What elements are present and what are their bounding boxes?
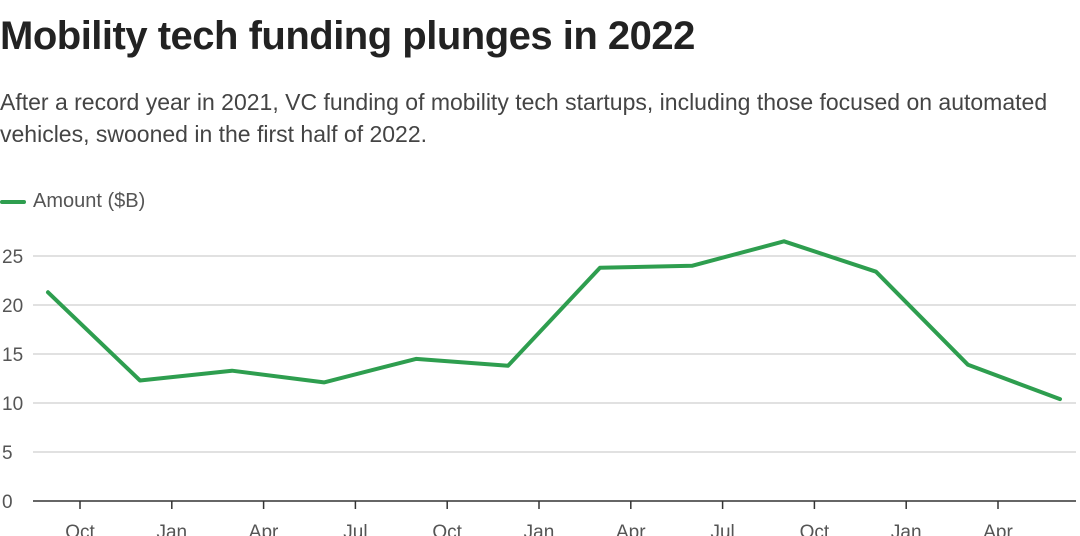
y-tick-label: 5 (2, 443, 13, 464)
y-tick-label: 15 (2, 345, 23, 366)
line-chart: 0 5 10 15 20 25 Oct Jan Apr Jul Oct Jan Apr Jul Oct Jan… (2, 239, 1076, 536)
x-tick-label: Apr (616, 522, 646, 536)
x-tick-label: Oct (65, 522, 95, 536)
x-tick-label: Oct (432, 522, 462, 536)
y-tick-label: 0 (2, 492, 13, 513)
x-tick-label: Jul (710, 522, 734, 536)
x-tick-label: Oct (800, 522, 830, 536)
legend: Amount ($B) (0, 190, 145, 213)
y-tick-label: 10 (2, 394, 23, 415)
y-tick-label: 20 (2, 296, 23, 317)
legend-swatch (0, 199, 26, 204)
x-tick-label: Jan (891, 522, 922, 536)
x-tick-label: Apr (983, 522, 1013, 536)
x-tick-label: Jul (343, 522, 367, 536)
chart-title: Mobility tech funding plunges in 2022 (0, 14, 695, 58)
chart-subtitle: After a record year in 2021, VC funding … (0, 89, 1048, 147)
legend-label: Amount ($B) (33, 190, 146, 212)
x-tick-label: Jan (524, 522, 555, 536)
x-tick-label: Jan (156, 522, 187, 536)
series-line-amount (46, 239, 1062, 402)
y-tick-label: 25 (2, 247, 23, 268)
x-tick-label: Apr (249, 522, 279, 536)
